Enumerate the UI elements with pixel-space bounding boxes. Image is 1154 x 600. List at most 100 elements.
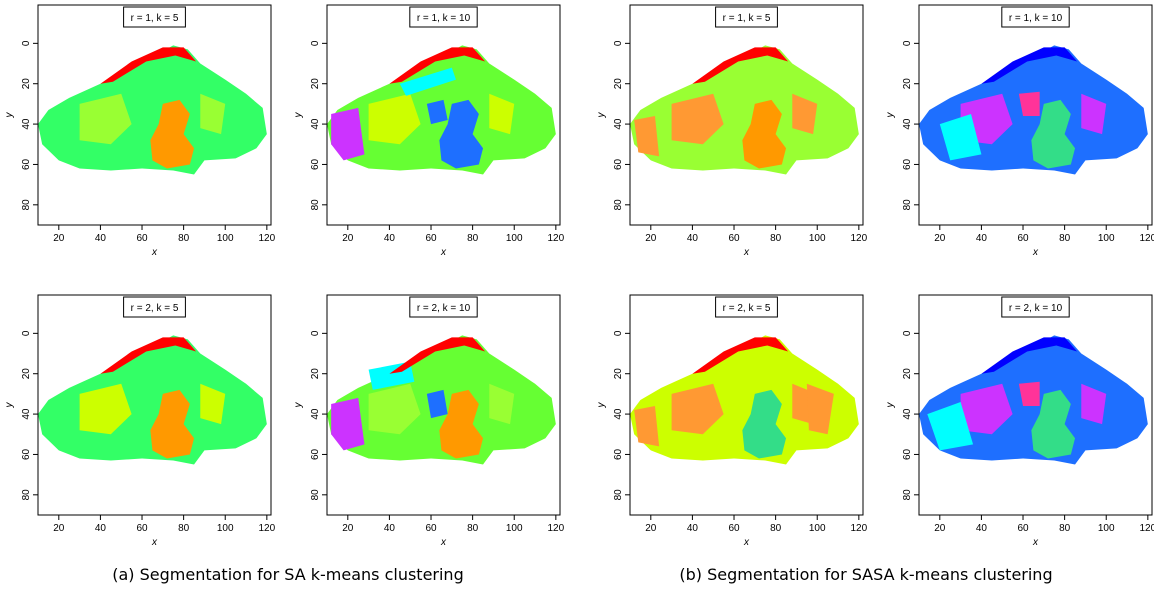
x-tick-label: 100 <box>506 523 523 534</box>
x-tick-label: 80 <box>178 523 190 534</box>
x-axis-label: x <box>151 247 158 258</box>
segment-region <box>792 93 818 135</box>
x-tick-label: 20 <box>53 233 65 244</box>
x-tick-label: 60 <box>728 233 740 244</box>
x-tick-label: 120 <box>547 233 564 244</box>
x-tick-label: 60 <box>136 523 148 534</box>
x-tick-label: 100 <box>217 233 234 244</box>
title-box <box>123 296 186 318</box>
x-tick-label: 120 <box>1139 523 1154 534</box>
x-tick-label: 120 <box>258 233 275 244</box>
x-tick-label: 80 <box>467 523 479 534</box>
y-tick-label: 40 <box>310 408 321 420</box>
x-tick-label: 100 <box>506 233 523 244</box>
caption: (a) Segmentation for SA k-means clusteri… <box>112 565 463 584</box>
y-tick-label: 80 <box>310 489 321 501</box>
x-axis-label: x <box>1032 247 1039 258</box>
segment-region <box>1031 389 1076 459</box>
x-tick-label: 60 <box>728 523 740 534</box>
x-tick-label: 60 <box>1017 523 1029 534</box>
segment-region <box>634 406 660 447</box>
y-tick-label: 0 <box>902 40 913 46</box>
plot-frame <box>629 4 864 226</box>
title-box <box>715 6 778 28</box>
y-tick-label: 0 <box>21 330 32 336</box>
y-tick-label: 80 <box>902 199 913 211</box>
segment-region <box>939 113 982 161</box>
x-tick-label: 40 <box>384 233 396 244</box>
y-axis-label: y <box>596 402 607 409</box>
segment-region <box>1031 99 1076 169</box>
segment-region <box>630 45 859 175</box>
segment-region <box>692 337 789 374</box>
x-tick-label: 100 <box>1098 233 1115 244</box>
y-tick-label: 20 <box>21 368 32 380</box>
segment-region <box>79 383 132 435</box>
title-box <box>1001 296 1070 318</box>
panel-title: r = 1, k = 10 <box>417 13 471 24</box>
x-tick-label: 40 <box>976 523 988 534</box>
y-axis-label: y <box>885 112 896 119</box>
x-tick-label: 60 <box>425 523 437 534</box>
x-tick-label: 80 <box>770 523 782 534</box>
x-tick-label: 120 <box>1139 233 1154 244</box>
x-tick-label: 80 <box>178 233 190 244</box>
segment-region <box>426 99 448 125</box>
segment-region <box>960 383 1013 435</box>
segment-region <box>439 389 484 459</box>
y-axis-label: y <box>293 112 304 119</box>
segment-region <box>368 383 421 435</box>
y-tick-label: 60 <box>902 158 913 170</box>
segment-region <box>368 93 421 145</box>
segment-region <box>981 337 1078 374</box>
segment-region <box>489 93 515 135</box>
y-tick-label: 80 <box>613 489 624 501</box>
segment-region <box>927 401 974 451</box>
y-tick-label: 60 <box>902 448 913 460</box>
y-tick-label: 60 <box>613 158 624 170</box>
plot-frame <box>918 294 1153 516</box>
segment-region <box>331 107 365 161</box>
x-tick-label: 40 <box>687 233 699 244</box>
x-tick-label: 40 <box>976 233 988 244</box>
x-tick-label: 120 <box>258 523 275 534</box>
x-tick-label: 20 <box>645 233 657 244</box>
y-tick-label: 20 <box>902 368 913 380</box>
segment-region <box>399 67 456 96</box>
title-box <box>409 6 478 28</box>
x-axis-label: x <box>743 247 750 258</box>
segment-region <box>806 383 834 435</box>
y-tick-label: 0 <box>310 40 321 46</box>
panel-title: r = 1, k = 5 <box>723 13 771 24</box>
x-axis-label: x <box>743 537 750 548</box>
x-tick-label: 80 <box>467 233 479 244</box>
segment-region <box>79 93 132 145</box>
y-tick-label: 60 <box>21 158 32 170</box>
y-tick-label: 60 <box>310 158 321 170</box>
segment-region <box>1081 93 1107 135</box>
segment-region <box>100 47 197 84</box>
plot-frame <box>326 294 561 516</box>
title-box <box>123 6 186 28</box>
segment-region <box>200 93 226 135</box>
x-tick-label: 20 <box>342 523 354 534</box>
panel-title: r = 2, k = 10 <box>1009 303 1063 314</box>
segment-region <box>439 99 484 169</box>
segment-region <box>692 47 789 84</box>
x-axis-label: x <box>440 537 447 548</box>
x-tick-label: 60 <box>425 233 437 244</box>
x-tick-label: 80 <box>1059 523 1071 534</box>
segment-region <box>742 389 787 459</box>
y-tick-label: 40 <box>613 118 624 130</box>
y-tick-label: 0 <box>21 40 32 46</box>
segment-region <box>981 47 1078 84</box>
x-axis-label: x <box>151 537 158 548</box>
y-tick-label: 20 <box>902 78 913 90</box>
x-tick-label: 40 <box>384 523 396 534</box>
x-tick-label: 100 <box>1098 523 1115 534</box>
x-tick-label: 120 <box>547 523 564 534</box>
y-tick-label: 40 <box>613 408 624 420</box>
x-tick-label: 40 <box>95 233 107 244</box>
y-tick-label: 60 <box>310 448 321 460</box>
y-axis-label: y <box>4 402 15 409</box>
